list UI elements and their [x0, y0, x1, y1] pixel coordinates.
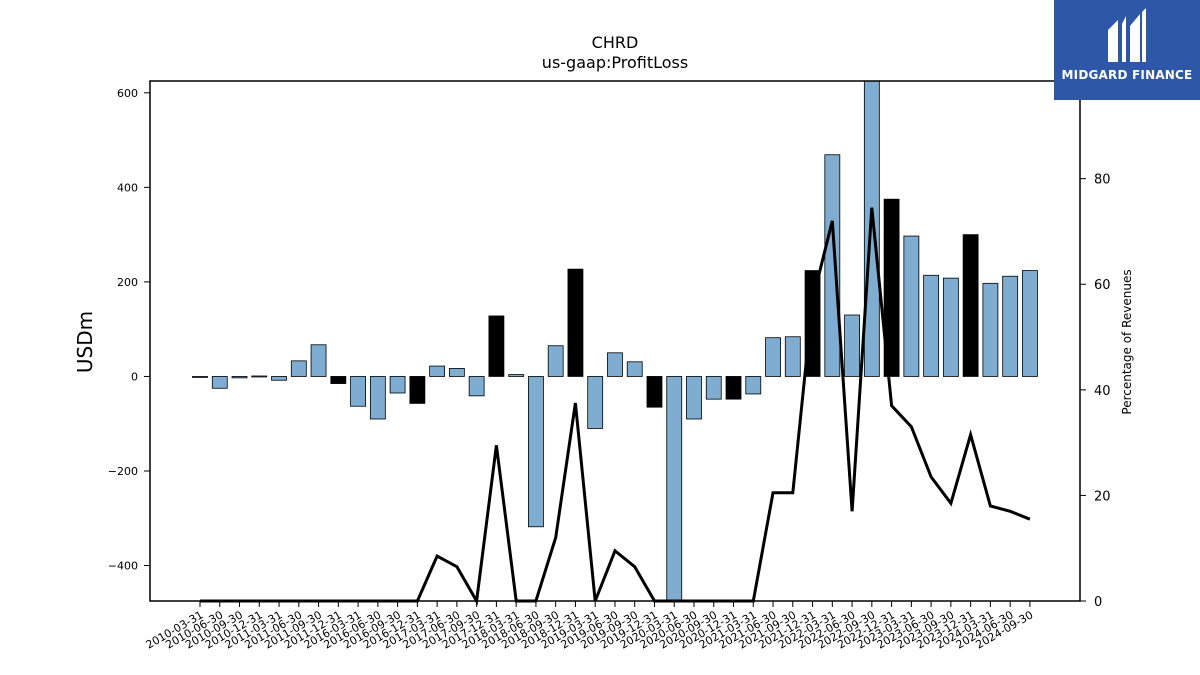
bar-2019-12-31: [646, 376, 663, 408]
bar-2010-09-30: [231, 376, 248, 379]
bar-2011-06-30: [290, 360, 307, 377]
chart-subtitle: us-gaap:ProfitLoss: [542, 53, 688, 72]
bar-2023-06-30: [923, 274, 940, 377]
bar-2021-09-30: [784, 336, 801, 377]
bar-2024-03-31: [982, 282, 999, 377]
bar-2017-06-30: [448, 368, 465, 377]
bar-2011-09-30: [310, 344, 327, 377]
bar-2018-12-31: [567, 268, 584, 377]
bar-2017-03-31: [429, 365, 446, 377]
left-tick-label: 0: [131, 370, 138, 383]
y2-axis-label: Percentage of Revenues: [1120, 269, 1134, 414]
left-tick-label: 200: [117, 276, 138, 289]
right-tick-label: 80: [1094, 173, 1111, 188]
plot-frame: [149, 80, 1081, 602]
bar-2021-03-31: [745, 376, 762, 395]
bar-2018-06-30: [528, 376, 544, 528]
bar-2023-09-30: [942, 277, 959, 377]
bar-2020-09-30: [705, 376, 722, 400]
bars: [192, 80, 1038, 602]
midgard-m-icon: [1108, 8, 1146, 62]
bar-2018-03-31: [508, 374, 525, 377]
left-tick-label: 400: [117, 181, 138, 194]
y-axis-label: USDm: [73, 311, 97, 373]
bar-2024-06-30: [1002, 275, 1019, 377]
bar-2022-03-31: [824, 154, 841, 377]
bar-2024-09-30: [1022, 270, 1038, 377]
bar-2016-03-31: [350, 376, 366, 407]
bar-2011-03-31: [271, 376, 287, 381]
right-tick-label: 20: [1094, 489, 1111, 504]
bar-2016-06-30: [369, 376, 386, 420]
bar-2023-12-31: [962, 234, 979, 377]
chart-title: CHRD: [592, 33, 639, 52]
left-axis-ticks: −400 −200 0 200 400 600: [108, 87, 150, 573]
bar-2017-12-31: [488, 315, 505, 377]
bar-2020-06-30: [686, 376, 702, 420]
left-tick-label: −400: [108, 560, 138, 573]
bar-2021-06-30: [765, 337, 781, 377]
bar-2011-12-31: [330, 376, 347, 384]
bar-2020-03-31: [666, 376, 683, 602]
left-tick-label: −200: [108, 465, 138, 478]
bar-2017-09-30: [468, 376, 485, 397]
bar-2010-03-31: [192, 376, 208, 378]
bar-2019-06-30: [607, 352, 623, 377]
midgard-logo: MIDGARD FINANCE: [1054, 0, 1200, 100]
right-tick-label: 40: [1094, 384, 1111, 399]
right-tick-label: 60: [1094, 278, 1111, 293]
bar-2019-03-31: [587, 376, 604, 429]
x-axis-ticks: 2010-03-312010-06-302010-09-302010-12-31…: [144, 601, 1035, 652]
bar-2016-09-30: [389, 376, 406, 394]
bar-2016-12-31: [409, 376, 426, 404]
left-tick-label: 600: [117, 87, 138, 100]
logo-text: MIDGARD FINANCE: [1061, 68, 1193, 82]
right-tick-label: 0: [1094, 595, 1102, 610]
bar-2022-12-31: [883, 198, 900, 377]
bar-2022-06-30: [844, 314, 860, 377]
plot-border: [149, 80, 1081, 602]
bar-2020-12-31: [725, 376, 742, 400]
bar-2010-12-31: [251, 375, 268, 378]
right-axis-ticks: 0 20 40 60 80: [1080, 173, 1111, 610]
bar-2023-03-31: [903, 235, 920, 377]
bar-2019-09-30: [626, 361, 643, 377]
bar-2018-09-30: [547, 345, 564, 377]
bar-2010-06-30: [211, 376, 228, 389]
